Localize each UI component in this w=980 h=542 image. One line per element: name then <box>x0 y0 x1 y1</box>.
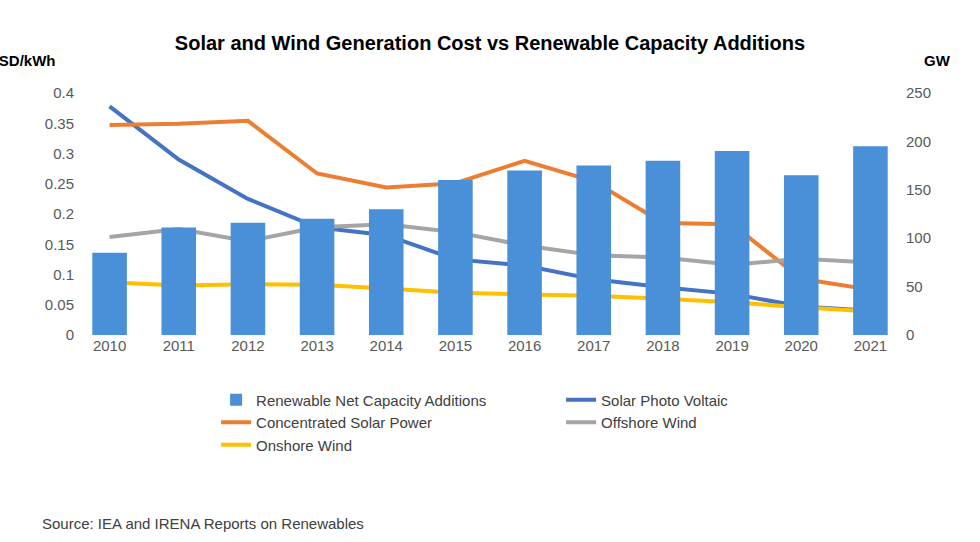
svg-text:0.15: 0.15 <box>45 236 74 253</box>
svg-text:2013: 2013 <box>300 337 333 354</box>
svg-text:200: 200 <box>906 133 931 150</box>
svg-text:2021: 2021 <box>854 337 887 354</box>
svg-text:0.05: 0.05 <box>45 296 74 313</box>
svg-text:0: 0 <box>66 326 74 343</box>
svg-text:2019: 2019 <box>715 337 748 354</box>
svg-text:2012: 2012 <box>231 337 264 354</box>
svg-text:0.35: 0.35 <box>45 115 74 132</box>
svg-text:2018: 2018 <box>646 337 679 354</box>
svg-text:Renewable Net Capacity Additio: Renewable Net Capacity Additions <box>256 392 486 409</box>
svg-text:Source: IEA and IRENA Reports: Source: IEA and IRENA Reports on Renewab… <box>42 515 364 532</box>
svg-text:0.25: 0.25 <box>45 175 74 192</box>
svg-text:Solar Photo Voltaic: Solar Photo Voltaic <box>601 392 728 409</box>
svg-text:0.3: 0.3 <box>53 145 74 162</box>
svg-text:Concentrated Solar Power: Concentrated Solar Power <box>256 414 432 431</box>
svg-text:GW: GW <box>924 52 951 69</box>
svg-text:150: 150 <box>906 181 931 198</box>
svg-text:0.1: 0.1 <box>53 266 74 283</box>
svg-text:Solar and Wind Generation Cost: Solar and Wind Generation Cost vs Renewa… <box>175 32 805 54</box>
svg-text:100: 100 <box>906 229 931 246</box>
svg-text:0: 0 <box>906 326 914 343</box>
svg-text:2014: 2014 <box>370 337 403 354</box>
svg-text:2010: 2010 <box>93 337 126 354</box>
svg-text:Offshore Wind: Offshore Wind <box>601 414 697 431</box>
svg-text:Onshore Wind: Onshore Wind <box>256 437 352 454</box>
svg-text:2015: 2015 <box>439 337 472 354</box>
svg-text:2020: 2020 <box>785 337 818 354</box>
svg-text:0.2: 0.2 <box>53 205 74 222</box>
svg-text:250: 250 <box>906 84 931 101</box>
svg-text:2016: 2016 <box>508 337 541 354</box>
svg-text:2011: 2011 <box>163 337 195 354</box>
svg-text:USD/kWh: USD/kWh <box>0 52 56 69</box>
svg-text:0.4: 0.4 <box>53 84 74 101</box>
svg-text:50: 50 <box>906 278 923 295</box>
svg-text:2017: 2017 <box>577 337 610 354</box>
